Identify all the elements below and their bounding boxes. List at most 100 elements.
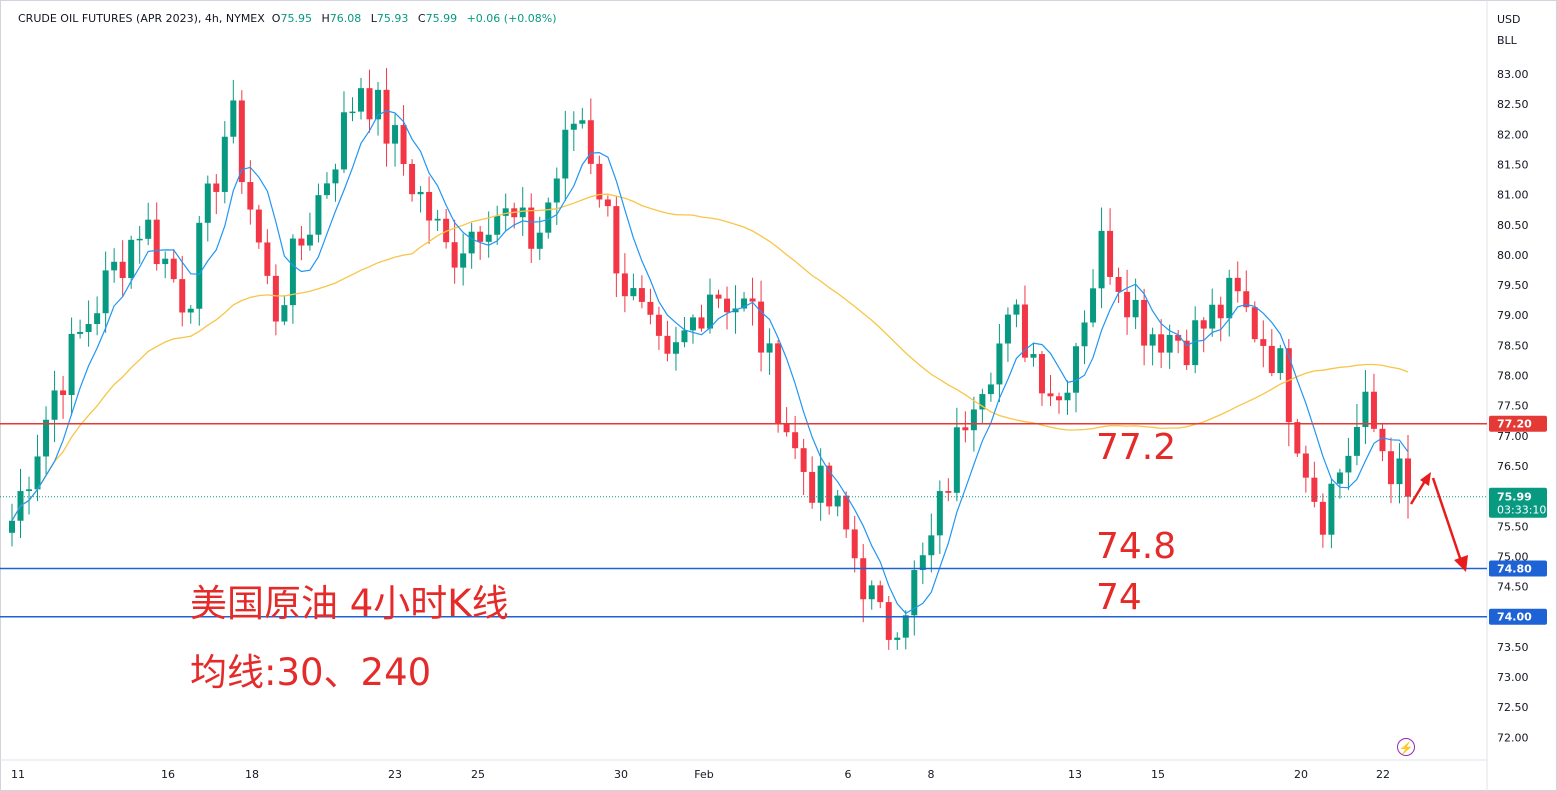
- candle-body: [860, 558, 867, 600]
- price-tag-748-bg: [1489, 560, 1547, 577]
- annotation-title: 美国原油 4小时K线: [190, 582, 509, 625]
- candle-body: [1158, 334, 1165, 353]
- candle-body: [1370, 391, 1377, 429]
- candle-body: [945, 491, 952, 493]
- candle-body: [536, 232, 543, 249]
- candle-body: [1166, 334, 1173, 353]
- candle-body: [1115, 276, 1122, 292]
- candle-body: [1200, 320, 1207, 329]
- candle-body: [289, 238, 296, 306]
- date-tick-label: 11: [11, 768, 25, 781]
- candles-group: [9, 68, 1411, 650]
- price-tick-label: 83.00: [1497, 68, 1529, 81]
- candle-body: [400, 125, 407, 164]
- symbol-header: CRUDE OIL FUTURES (APR 2023), 4h, NYMEX …: [18, 12, 563, 25]
- date-tick-label: 20: [1294, 768, 1308, 781]
- price-tick-label: 73.50: [1497, 641, 1529, 654]
- price-tick-label: 82.00: [1497, 128, 1529, 141]
- candle-body: [792, 432, 799, 449]
- candle-body: [349, 111, 356, 114]
- candle-body: [392, 125, 399, 144]
- candle-body: [145, 219, 152, 239]
- candle-body: [26, 489, 33, 492]
- candle-body: [306, 234, 313, 246]
- candle-body: [604, 199, 611, 207]
- open-value: 75.95: [280, 12, 312, 25]
- candle-body: [1243, 291, 1250, 308]
- candle-body: [1285, 348, 1292, 423]
- candle-body: [724, 298, 731, 313]
- candle-body: [85, 324, 92, 332]
- candle-body: [170, 258, 177, 280]
- candle-body: [749, 298, 756, 302]
- candle-body: [613, 206, 620, 274]
- lightning-icon[interactable]: ⚡: [1397, 738, 1415, 756]
- candle-body: [128, 239, 135, 279]
- candle-body: [213, 183, 220, 192]
- candle-body: [1090, 288, 1097, 323]
- candle-body: [477, 231, 484, 242]
- close-label: C: [417, 12, 426, 25]
- candle-body: [885, 602, 892, 640]
- candle-body: [766, 343, 773, 353]
- date-tick-label: 25: [471, 768, 485, 781]
- low-label: L: [370, 12, 377, 25]
- candle-body: [204, 183, 211, 223]
- candle-body: [1192, 320, 1199, 366]
- low-value: 75.93: [376, 12, 409, 25]
- candle-body: [358, 88, 364, 112]
- price-tag-77: 77.20: [1497, 418, 1532, 431]
- date-tick-label: 8: [928, 768, 935, 781]
- candle-body: [1234, 277, 1241, 292]
- candle-body: [928, 535, 935, 556]
- candle-body: [953, 427, 960, 493]
- candle-body: [443, 218, 450, 243]
- candle-body: [1038, 354, 1045, 394]
- countdown-tag: 03:33:10: [1497, 504, 1546, 517]
- candle-body: [460, 253, 467, 268]
- candle-body: [162, 258, 169, 265]
- candle-body: [775, 343, 782, 424]
- candle-body: [136, 238, 143, 241]
- date-tick-label: 22: [1376, 768, 1390, 781]
- candle-body: [1345, 455, 1352, 473]
- candle-body: [638, 288, 645, 302]
- candle-body: [800, 448, 807, 472]
- open-label: O: [271, 12, 281, 25]
- candle-body: [758, 301, 765, 353]
- candle-body: [1336, 472, 1343, 484]
- candle-body: [1175, 334, 1182, 341]
- candle-body: [102, 270, 109, 314]
- candle-body: [1217, 304, 1224, 319]
- candle-body: [570, 123, 577, 130]
- candle-body: [34, 456, 41, 490]
- candle-body: [77, 331, 84, 334]
- candle-body: [1132, 299, 1139, 318]
- candle-body: [783, 423, 790, 433]
- candle-body: [383, 89, 390, 144]
- candle-body: [494, 215, 501, 235]
- high-label: H: [321, 12, 330, 25]
- candle-body: [502, 208, 509, 216]
- candle-body: [741, 298, 748, 309]
- date-tick-label: 15: [1151, 768, 1165, 781]
- annotation-ma: 均线:30、240: [190, 651, 432, 694]
- candle-body: [519, 207, 526, 218]
- candle-body: [843, 495, 850, 530]
- candle-body: [1056, 396, 1062, 401]
- candle-body: [1251, 307, 1258, 340]
- candle-body: [1328, 483, 1335, 535]
- candle-body: [647, 301, 654, 315]
- price-tick-label: 78.00: [1497, 370, 1529, 383]
- candle-body: [655, 314, 662, 336]
- candle-body: [1021, 304, 1028, 358]
- candle-body: [936, 491, 943, 536]
- candle-body: [1183, 340, 1190, 366]
- candle-body: [51, 390, 58, 420]
- date-tick-label: 18: [245, 768, 259, 781]
- candle-body: [970, 409, 977, 431]
- axis-unit: BLL: [1497, 34, 1518, 47]
- date-tick-label: 23: [388, 768, 402, 781]
- candle-body: [528, 207, 535, 249]
